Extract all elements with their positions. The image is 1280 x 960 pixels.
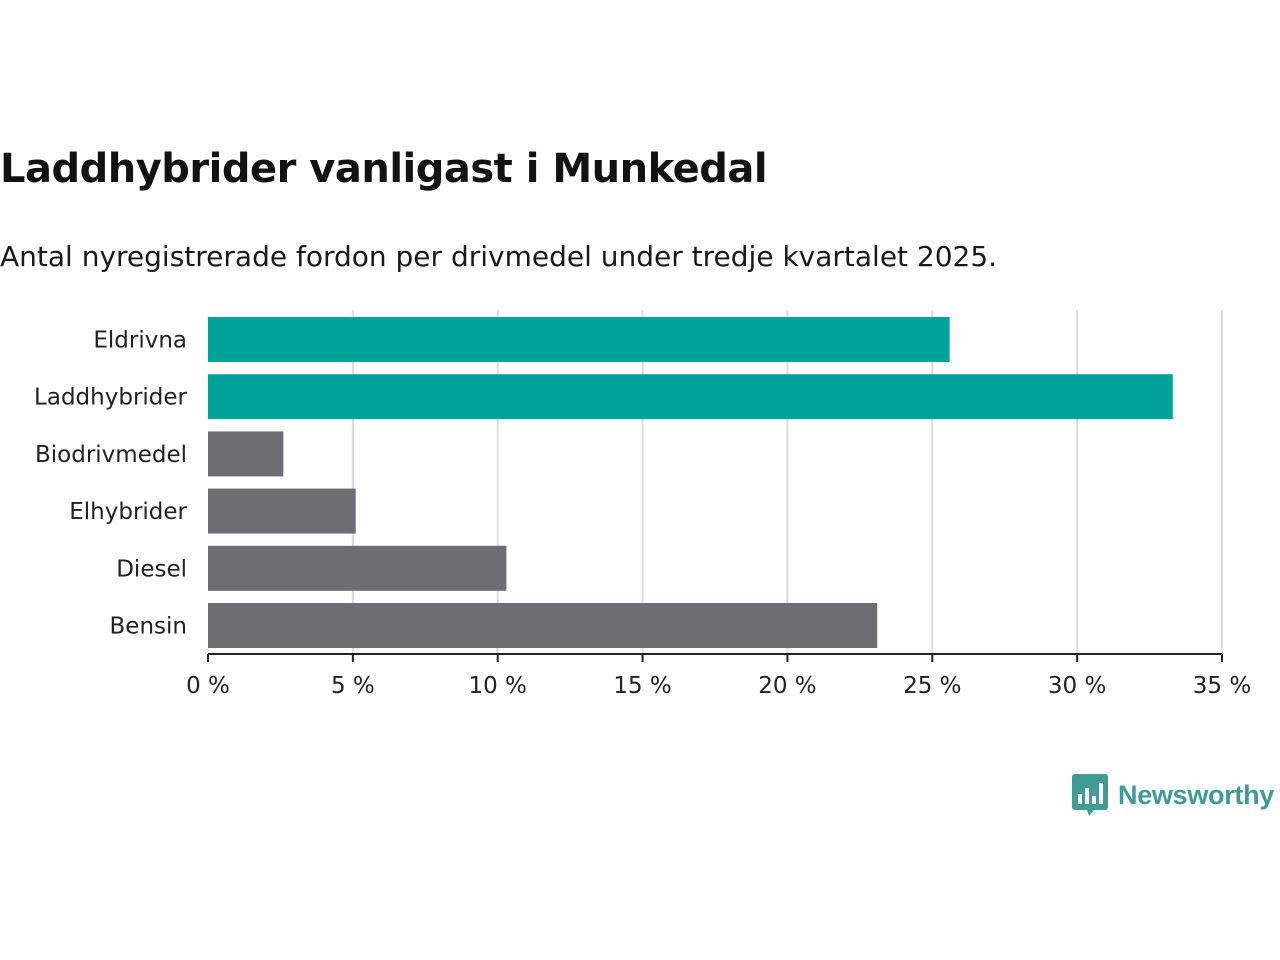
category-label: Bensin <box>110 614 187 640</box>
x-tick-label: 20 % <box>758 673 816 699</box>
category-label: Biodrivmedel <box>35 442 187 468</box>
newsworthy-logo: Newsworthy <box>1072 774 1274 816</box>
bar[interactable] <box>208 603 878 648</box>
chart-subtitle: Antal nyregistrerade fordon per drivmede… <box>0 240 998 273</box>
category-label: Elhybrider <box>69 499 187 525</box>
x-tick-label: 0 % <box>186 673 230 699</box>
category-label: Laddhybrider <box>34 385 187 411</box>
category-label: Diesel <box>116 556 187 582</box>
brand-name: Newsworthy <box>1118 779 1275 810</box>
x-tick-label: 35 % <box>1193 673 1251 699</box>
x-tick-label: 15 % <box>613 673 671 699</box>
bar-chart: Eldrivna Laddhybrider Biodrivmedel Elhybrid… <box>34 310 1251 699</box>
x-tick-label: 10 % <box>468 673 526 699</box>
bar[interactable] <box>208 545 507 591</box>
chart-title: Laddhybrider vanligast i Munkedal <box>0 146 768 192</box>
newsworthy-logo-icon <box>1072 774 1108 816</box>
category-label: Eldrivna <box>93 328 187 354</box>
x-tick-label: 25 % <box>903 673 961 699</box>
x-tick-label: 30 % <box>1048 673 1106 699</box>
bar[interactable] <box>208 374 1173 420</box>
bar[interactable] <box>208 317 950 362</box>
bar[interactable] <box>208 488 356 534</box>
x-tick-label: 5 % <box>331 673 375 699</box>
bar[interactable] <box>208 431 284 477</box>
